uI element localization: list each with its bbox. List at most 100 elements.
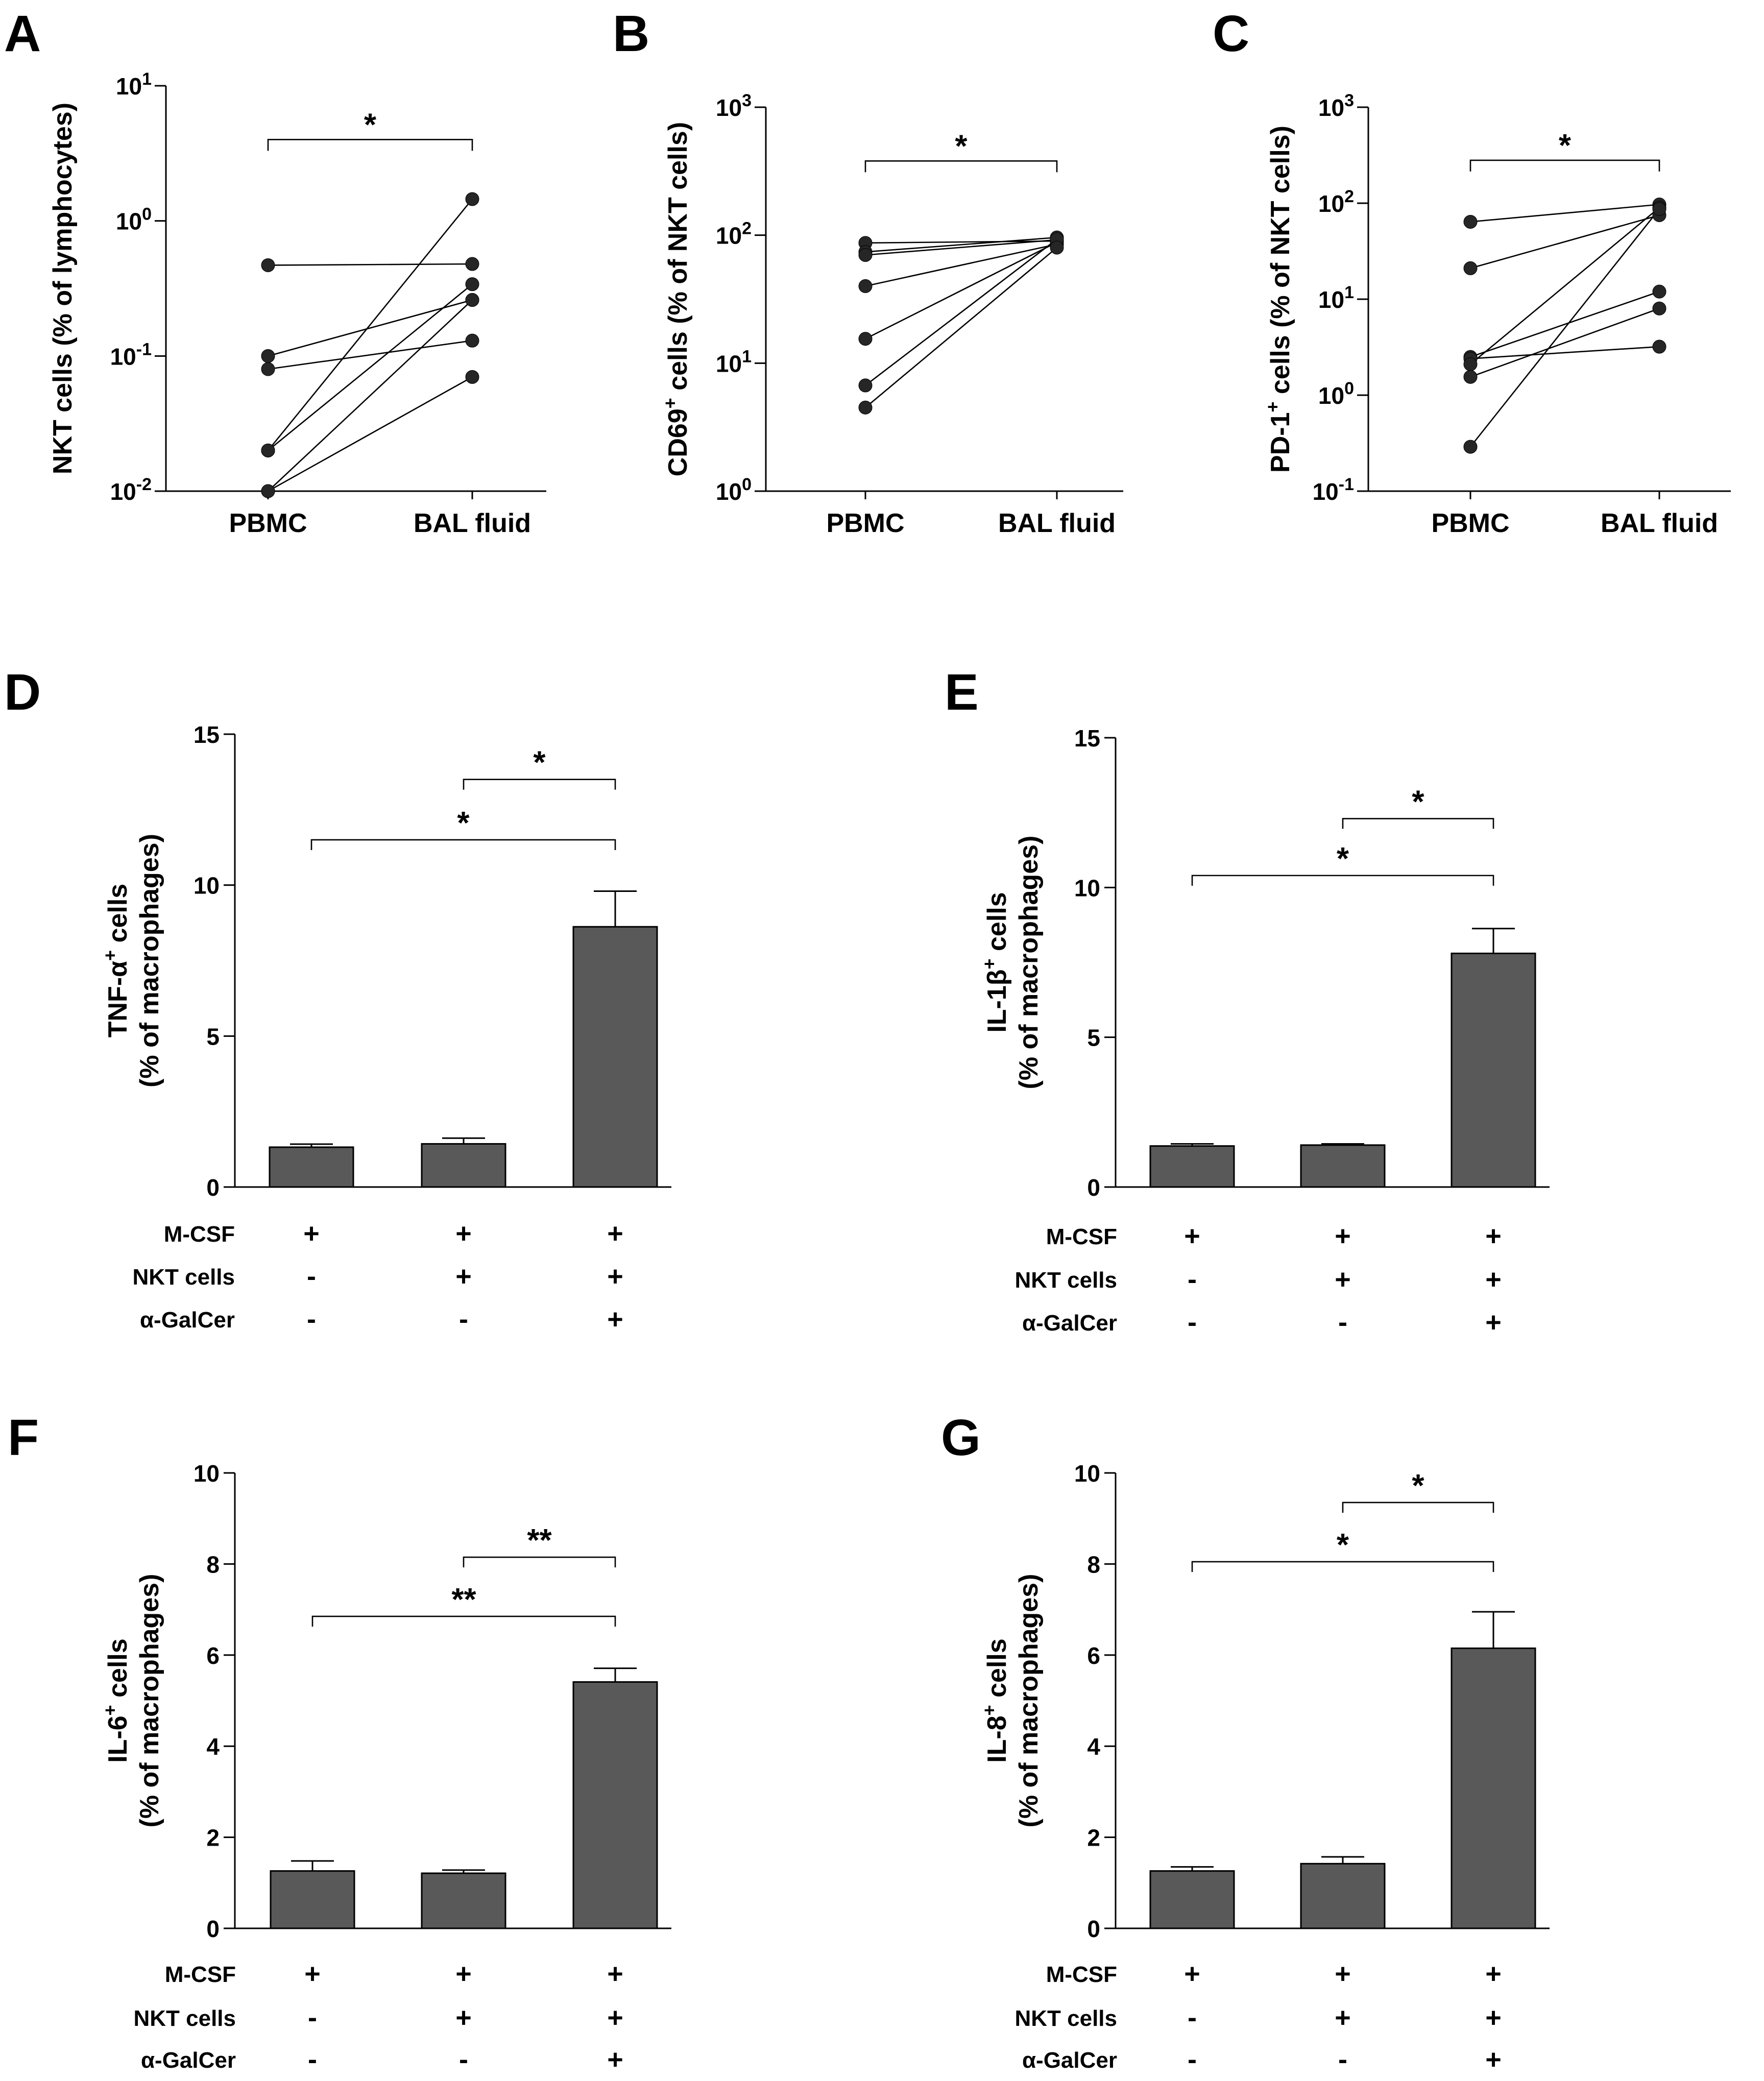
condition-mark: + [1485,2002,1502,2033]
data-point-bal [1652,301,1666,316]
y-tick-label: 15 [194,721,220,748]
panel-e: E 0 5 10 15 IL-1β+ cells (% of macrophages) * * M… [945,664,1550,1338]
y-tick-label: 101 [116,69,152,100]
y-tick-label: 0 [206,1174,220,1201]
panel-label: D [4,664,41,721]
x-category-label: PBMC [826,509,904,538]
significance-label: * [364,107,377,142]
paired-line [865,247,1057,408]
panel-label: C [1213,5,1249,62]
condition-mark: + [607,1304,623,1335]
condition-mark: - [1188,1264,1197,1295]
paired-line [865,240,1057,244]
panel-f: F 0 2 4 6 8 10 IL-6+ cells (% of macrophages) ** *… [8,1409,671,2075]
bar [421,1872,506,1929]
condition-mark: + [455,1261,472,1292]
panel-label: E [945,664,979,721]
paired-line [865,238,1057,386]
y-axis-title: PD-1+ cells (% of NKT cells) [1262,126,1296,473]
data-point-bal [465,293,479,307]
bar [572,926,658,1188]
y-tick-label: 4 [206,1733,220,1760]
y-axis-title-line2: (% of macrophages) [135,834,164,1087]
paired-line [267,199,473,451]
significance-bracket [1191,875,1494,886]
condition-mark: + [1485,1264,1502,1295]
condition-mark: + [1485,1221,1502,1251]
y-tick-label: 5 [206,1023,220,1050]
condition-label: M-CSF [1046,1962,1117,1987]
bar [572,1681,658,1929]
condition-mark: + [607,1958,623,1989]
x-category-label: PBMC [229,509,307,538]
condition-mark: + [1335,1958,1351,1989]
y-axis-title: CD69+ cells (% of NKT cells) [660,122,693,476]
paired-line [1470,214,1660,269]
condition-mark: + [1335,1264,1351,1295]
condition-mark: + [1184,1958,1200,1989]
data-point-pbmc [858,378,873,393]
condition-label: α-GalCer [1022,1311,1117,1336]
condition-mark: - [307,1261,316,1292]
data-point-pbmc [858,332,873,346]
condition-label: NKT cells [132,1265,235,1290]
condition-label: M-CSF [165,1962,236,1987]
y-tick-label: 8 [206,1551,220,1578]
y-tick-label: 0 [1087,1916,1100,1942]
condition-mark: - [1188,2002,1197,2033]
bar [1451,1647,1536,1929]
condition-mark: + [303,1218,320,1249]
y-tick-label: 5 [1087,1025,1100,1051]
paired-line [1470,307,1660,378]
significance-label: * [1412,784,1424,819]
significance-bracket [1342,1502,1494,1513]
data-point-pbmc [1463,440,1478,454]
condition-label: α-GalCer [1022,2048,1117,2073]
condition-label: α-GalCer [141,2048,236,2073]
data-point-pbmc [261,362,275,376]
y-tick-label: 6 [1087,1642,1100,1669]
x-category-label: BAL fluid [1601,509,1718,538]
y-axis-title-line2: (% of macrophages) [1014,1574,1044,1828]
y-tick-label: 10 [194,1460,220,1487]
x-category-label: BAL fluid [414,509,531,538]
condition-mark: - [459,1304,468,1335]
paired-line [865,236,1057,253]
significance-label: ** [451,1582,476,1617]
data-point-bal [1050,240,1064,255]
bar [1300,1862,1386,1929]
significance-bracket [311,1615,616,1627]
significance-bracket [463,1556,616,1568]
condition-mark: + [1485,1307,1502,1338]
y-tick-label: 0 [1087,1174,1100,1201]
data-point-pbmc [858,248,873,262]
data-point-pbmc [261,349,275,363]
condition-mark: - [307,1304,316,1335]
condition-mark: - [1188,2044,1197,2075]
paired-line [1470,204,1660,223]
condition-mark: + [1335,1221,1351,1251]
paired-line [865,239,1057,256]
condition-mark: + [455,2002,472,2033]
panel-label: G [941,1409,981,1466]
y-tick-label: 100 [1318,379,1354,409]
y-tick-label: 101 [1318,283,1354,313]
significance-label: * [457,806,470,841]
data-point-bal [465,277,479,292]
data-point-pbmc [1463,261,1478,275]
y-tick-label: 100 [716,475,752,505]
bar [1300,1144,1386,1188]
data-point-pbmc [261,258,275,272]
significance-bracket [463,779,616,790]
paired-line [268,263,473,266]
paired-line [865,241,1057,340]
y-tick-label: 10-1 [1313,475,1354,505]
condition-label: NKT cells [1014,1268,1117,1293]
data-point-pbmc [1463,357,1478,371]
data-point-bal [1652,340,1666,354]
condition-mark: - [1338,2044,1347,2075]
y-axis-title-line2: (% of macrophages) [135,1574,164,1828]
y-axis-title-line1: IL-1β+ cells [979,892,1012,1032]
y-tick-label: 100 [116,205,152,235]
